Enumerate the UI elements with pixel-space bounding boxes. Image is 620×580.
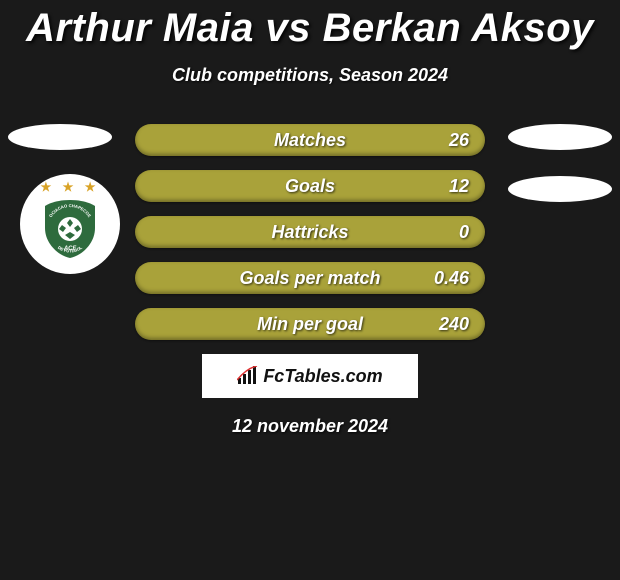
stat-bar: Min per goal 240 xyxy=(135,308,485,340)
stat-value: 26 xyxy=(449,130,469,151)
fctables-logo: FcTables.com xyxy=(202,354,418,398)
club-left-badge: ★ ★ ★ ASSOCIACAO CHAPECOENSE DE FUTEBOL … xyxy=(20,174,120,274)
club-shield-icon: ASSOCIACAO CHAPECOENSE DE FUTEBOL ACF xyxy=(41,198,99,260)
stat-bar: Hattricks 0 xyxy=(135,216,485,248)
comparison-panel: ★ ★ ★ ASSOCIACAO CHAPECOENSE DE FUTEBOL … xyxy=(0,124,620,437)
subtitle: Club competitions, Season 2024 xyxy=(0,65,620,86)
stat-label: Matches xyxy=(274,130,346,151)
stat-label: Min per goal xyxy=(257,314,363,335)
club-stars-icon: ★ ★ ★ xyxy=(41,180,100,194)
stat-value: 240 xyxy=(439,314,469,335)
bar-chart-icon xyxy=(237,366,259,386)
stat-value: 0 xyxy=(459,222,469,243)
stat-value: 0.46 xyxy=(434,268,469,289)
stat-bar: Goals 12 xyxy=(135,170,485,202)
player-left-avatar-placeholder xyxy=(8,124,112,150)
stat-bars: Matches 26 Goals 12 Hattricks 0 Goals pe… xyxy=(135,124,485,340)
club-right-badge-placeholder xyxy=(508,176,612,202)
stat-label: Goals xyxy=(285,176,335,197)
date-text: 12 november 2024 xyxy=(0,416,620,437)
stat-label: Goals per match xyxy=(239,268,380,289)
page-title: Arthur Maia vs Berkan Aksoy xyxy=(0,0,620,51)
stat-value: 12 xyxy=(449,176,469,197)
stat-bar: Matches 26 xyxy=(135,124,485,156)
logo-text: FcTables.com xyxy=(263,366,382,387)
stat-label: Hattricks xyxy=(271,222,348,243)
player-right-avatar-placeholder xyxy=(508,124,612,150)
stat-bar: Goals per match 0.46 xyxy=(135,262,485,294)
svg-text:ACF: ACF xyxy=(63,246,77,252)
